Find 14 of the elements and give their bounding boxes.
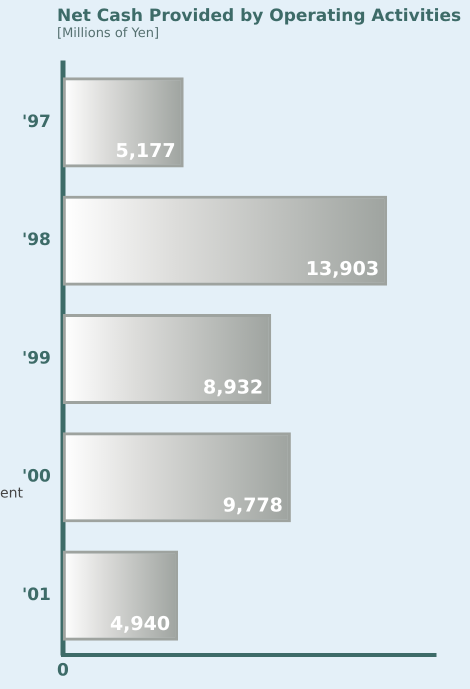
text: ent — [0, 485, 24, 502]
data-label: 8,932 — [203, 376, 264, 398]
chart-title: Net Cash Provided by Operating Activities — [56, 5, 462, 26]
y-tick-label: '01 — [22, 585, 51, 606]
y-tick-label: '99 — [22, 348, 51, 368]
chart-subtitle: [Millions of Yen] — [56, 26, 160, 41]
y-tick-label: '97 — [22, 112, 51, 132]
y-tick-label: '00 — [22, 466, 52, 487]
data-label: 5,177 — [115, 140, 176, 162]
data-label: 4,940 — [110, 613, 170, 636]
data-label: 13,903 — [306, 258, 380, 280]
y-tick-label: '98 — [22, 230, 51, 250]
data-label: 9,778 — [222, 494, 283, 517]
text: 0 — [56, 660, 69, 681]
